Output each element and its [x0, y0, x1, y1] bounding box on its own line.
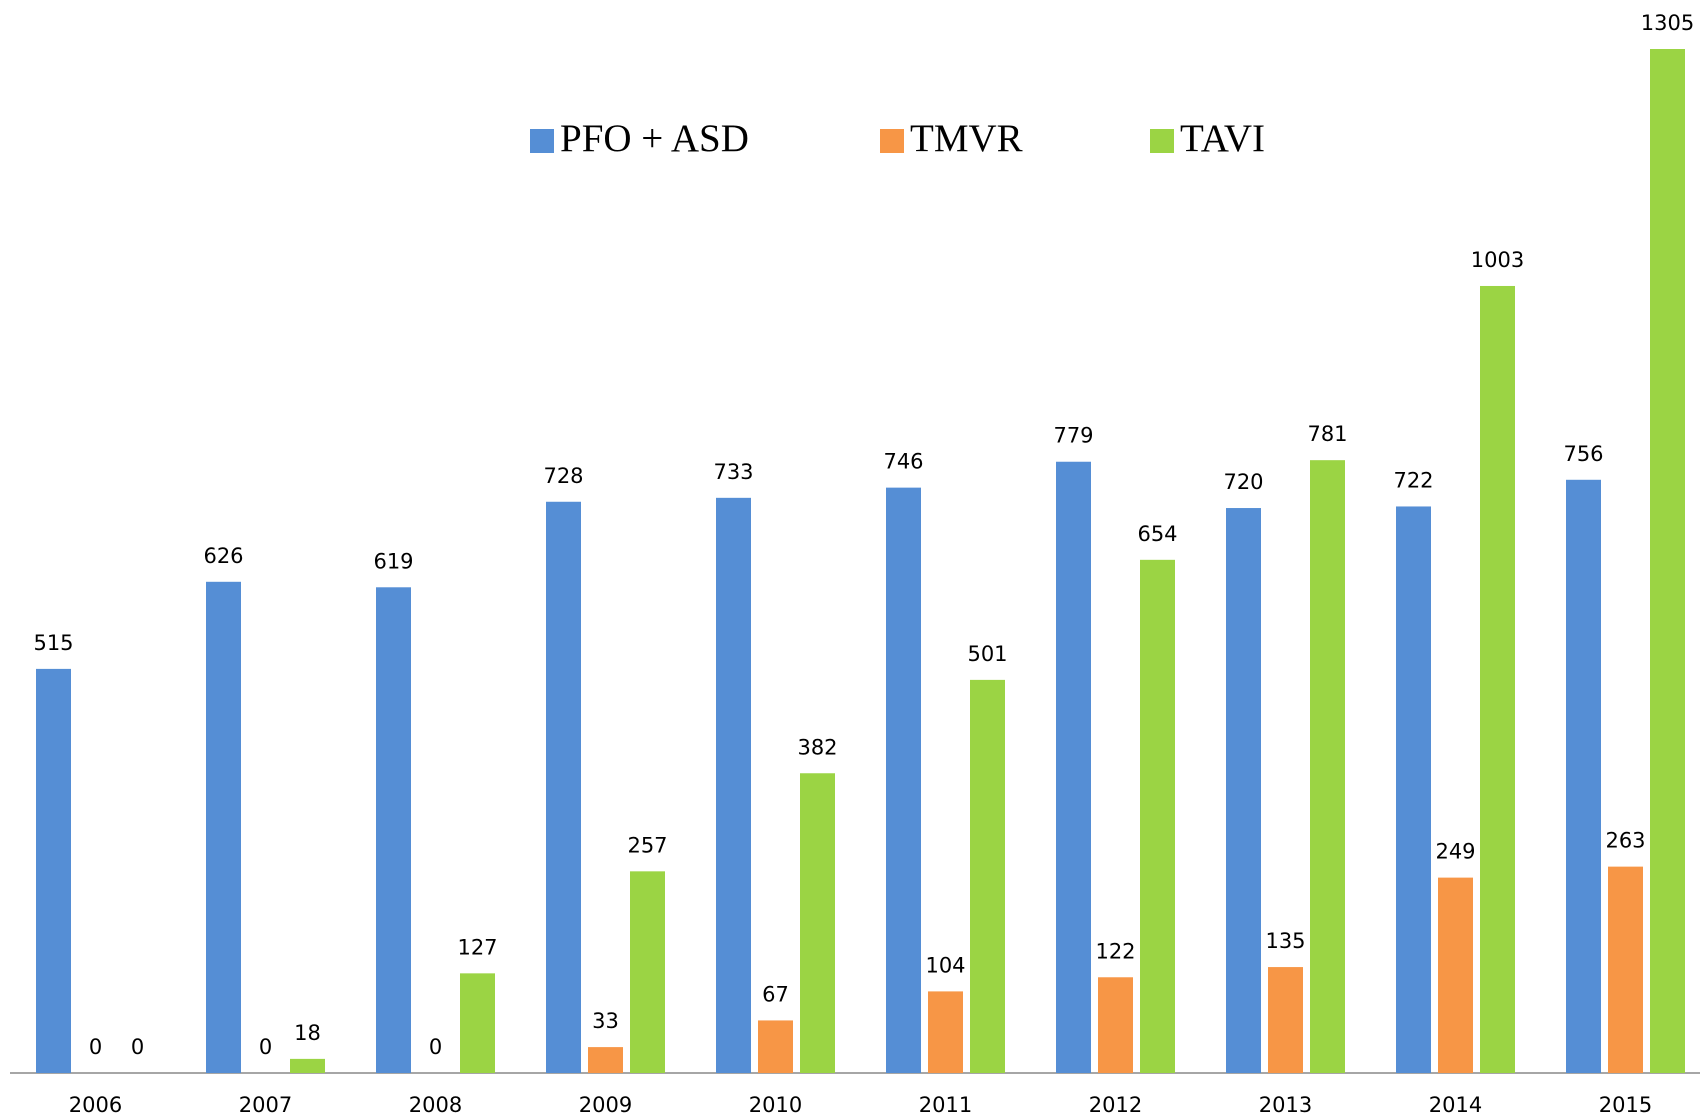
data-label: 756 — [1563, 442, 1603, 466]
data-label: 382 — [797, 735, 837, 759]
bar — [886, 487, 921, 1074]
data-label: 781 — [1307, 422, 1347, 446]
bar — [546, 501, 581, 1073]
legend-label: TMVR — [910, 117, 1023, 160]
data-label: 654 — [1137, 522, 1177, 546]
data-label: 722 — [1393, 468, 1433, 492]
data-label: 0 — [259, 1035, 272, 1059]
bar — [1566, 479, 1601, 1073]
data-label: 619 — [373, 549, 413, 573]
x-tick-label: 2007 — [239, 1093, 292, 1117]
bar — [1480, 285, 1515, 1073]
data-label: 515 — [33, 631, 73, 655]
data-label: 67 — [762, 982, 789, 1006]
data-label: 104 — [925, 953, 965, 977]
data-label: 1003 — [1471, 248, 1524, 272]
bar — [1268, 967, 1303, 1073]
data-label: 1305 — [1641, 11, 1694, 35]
bar — [1608, 866, 1643, 1073]
bar — [1056, 461, 1091, 1073]
data-label: 728 — [543, 464, 583, 488]
legend-swatch — [1150, 129, 1174, 153]
legend: PFO + ASD TMVR TAVI — [530, 117, 1265, 160]
legend-swatch — [530, 129, 554, 153]
bar — [630, 871, 665, 1073]
bar — [290, 1058, 325, 1073]
data-label: 0 — [131, 1035, 144, 1059]
x-tick-label: 2009 — [579, 1093, 632, 1117]
x-tick-label: 2015 — [1599, 1093, 1652, 1117]
data-label: 733 — [713, 460, 753, 484]
data-label: 746 — [883, 450, 923, 474]
bar — [1226, 508, 1261, 1073]
data-label: 122 — [1095, 939, 1135, 963]
bar — [758, 1020, 793, 1073]
data-label: 501 — [967, 642, 1007, 666]
bar — [1650, 49, 1685, 1073]
x-tick-label: 2010 — [749, 1093, 802, 1117]
x-tick-label: 2014 — [1429, 1093, 1482, 1117]
data-label: 0 — [89, 1035, 102, 1059]
bar — [36, 668, 71, 1073]
legend-label: PFO + ASD — [560, 117, 749, 160]
data-label: 779 — [1053, 424, 1093, 448]
legend-swatch — [880, 129, 904, 153]
bar — [460, 973, 495, 1073]
data-label: 33 — [592, 1009, 619, 1033]
bar — [1438, 877, 1473, 1073]
bar — [588, 1047, 623, 1073]
data-label: 135 — [1265, 929, 1305, 953]
bar — [206, 581, 241, 1073]
data-label: 720 — [1223, 470, 1263, 494]
data-label: 18 — [294, 1021, 321, 1045]
x-tick-label: 2011 — [919, 1093, 972, 1117]
bar — [1310, 460, 1345, 1074]
x-tick-label: 2006 — [69, 1093, 122, 1117]
data-label: 263 — [1605, 829, 1645, 853]
data-label: 0 — [429, 1035, 442, 1059]
bar — [928, 991, 963, 1073]
bar — [376, 587, 411, 1073]
bar — [1396, 506, 1431, 1073]
x-tick-label: 2008 — [409, 1093, 462, 1117]
data-label: 249 — [1435, 840, 1475, 864]
bar — [1098, 977, 1133, 1073]
bar — [970, 679, 1005, 1073]
data-label: 626 — [203, 544, 243, 568]
x-tick-label: 2012 — [1089, 1093, 1142, 1117]
legend-label: TAVI — [1180, 117, 1265, 160]
x-tick-label: 2013 — [1259, 1093, 1312, 1117]
data-label: 127 — [457, 935, 497, 959]
bar — [800, 773, 835, 1073]
data-label: 257 — [627, 833, 667, 857]
bar — [1140, 559, 1175, 1073]
bar — [716, 497, 751, 1073]
